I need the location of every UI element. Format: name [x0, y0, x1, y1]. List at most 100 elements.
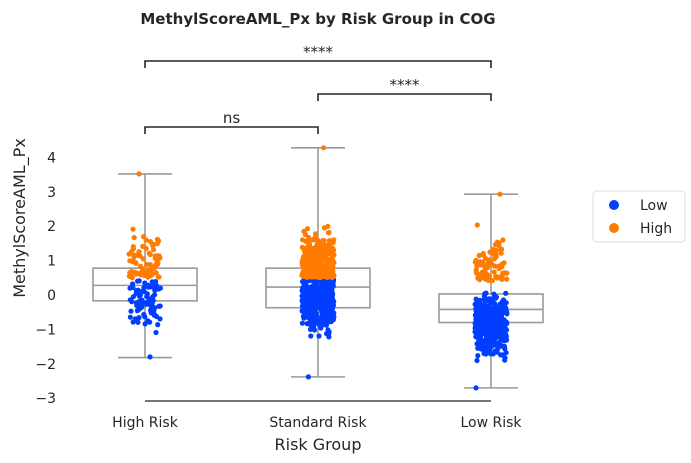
point-low	[329, 290, 335, 296]
point-high	[313, 231, 319, 237]
point-high	[504, 276, 510, 282]
point-low	[492, 303, 498, 309]
point-low	[496, 329, 502, 335]
point-low	[137, 305, 144, 311]
point-high	[306, 253, 312, 259]
point-low	[128, 308, 134, 314]
point-high	[155, 274, 161, 280]
point-high	[143, 237, 149, 243]
point-high	[312, 245, 318, 251]
point-low	[316, 321, 322, 328]
point-low	[315, 287, 321, 293]
point-low	[494, 343, 500, 349]
point-low	[481, 311, 487, 317]
point-high	[143, 245, 149, 252]
point-high	[496, 263, 502, 269]
point-low	[301, 301, 307, 307]
point-low	[480, 319, 486, 326]
bracket-line	[144, 126, 319, 134]
point-high	[480, 252, 486, 258]
point-high	[301, 228, 307, 234]
y-axis: −3 −2 −1 0 1 2 3 4	[35, 150, 56, 407]
points-2	[472, 191, 510, 391]
point-low	[142, 314, 148, 320]
point-high	[130, 226, 136, 232]
point-low	[476, 337, 482, 343]
point-low	[326, 329, 332, 335]
point-low	[315, 317, 321, 323]
point-low	[299, 320, 305, 326]
point-high	[323, 253, 329, 259]
point-high	[491, 256, 498, 262]
point-high	[133, 252, 140, 258]
point-low	[151, 312, 157, 318]
y-axis-label: MethylScoreAML_Px	[10, 138, 30, 298]
x-tick-label: High Risk	[112, 415, 179, 431]
point-high	[154, 241, 160, 247]
point-low	[300, 295, 306, 301]
point-high	[504, 270, 510, 276]
point-low	[302, 286, 309, 292]
point-high	[500, 270, 506, 276]
point-low	[473, 320, 479, 327]
point-high	[325, 230, 332, 236]
point-low	[143, 301, 149, 307]
point-low	[489, 315, 495, 321]
point-low	[473, 385, 479, 391]
point-high	[312, 250, 318, 256]
point-high	[325, 258, 331, 264]
point-high	[306, 246, 312, 252]
point-low	[153, 329, 159, 336]
point-low	[306, 315, 312, 321]
legend-marker	[609, 223, 619, 233]
point-high	[302, 270, 308, 276]
significance-bracket: ns	[144, 109, 319, 134]
point-low	[495, 324, 501, 331]
point-high	[473, 270, 479, 276]
point-high	[141, 269, 147, 275]
significance-bracket: ****	[317, 76, 492, 101]
point-high	[491, 269, 497, 275]
point-low	[486, 343, 492, 349]
point-high	[476, 252, 482, 259]
point-low	[491, 295, 497, 301]
x-tick-label: Low Risk	[460, 415, 522, 431]
point-low	[319, 298, 325, 304]
point-low	[323, 293, 329, 299]
point-low	[307, 285, 313, 291]
point-low	[327, 312, 333, 318]
point-low	[498, 313, 504, 319]
point-high	[497, 191, 503, 197]
point-high	[330, 252, 336, 258]
point-low	[311, 283, 317, 289]
point-high	[147, 239, 153, 245]
point-low	[474, 357, 480, 364]
point-high	[317, 257, 323, 264]
point-low	[322, 322, 328, 328]
point-low	[490, 351, 496, 357]
point-low	[502, 325, 508, 331]
point-high	[485, 260, 491, 266]
points-1	[299, 145, 337, 380]
x-axis: High Risk Standard Risk Low Risk	[112, 400, 522, 431]
point-low	[157, 285, 163, 291]
point-high	[474, 263, 480, 270]
point-low	[493, 319, 499, 325]
point-low	[500, 297, 507, 303]
point-low	[145, 318, 151, 324]
point-low	[481, 296, 487, 303]
point-low	[326, 334, 332, 340]
point-low	[308, 295, 314, 302]
point-high	[326, 272, 332, 278]
point-low	[152, 287, 158, 293]
point-high	[131, 234, 137, 241]
point-low	[303, 279, 309, 285]
point-high	[317, 248, 323, 254]
point-low	[303, 307, 309, 313]
point-high	[304, 226, 311, 232]
point-high	[137, 263, 144, 269]
point-high	[314, 273, 321, 279]
point-high	[325, 223, 331, 229]
point-high	[136, 171, 142, 177]
